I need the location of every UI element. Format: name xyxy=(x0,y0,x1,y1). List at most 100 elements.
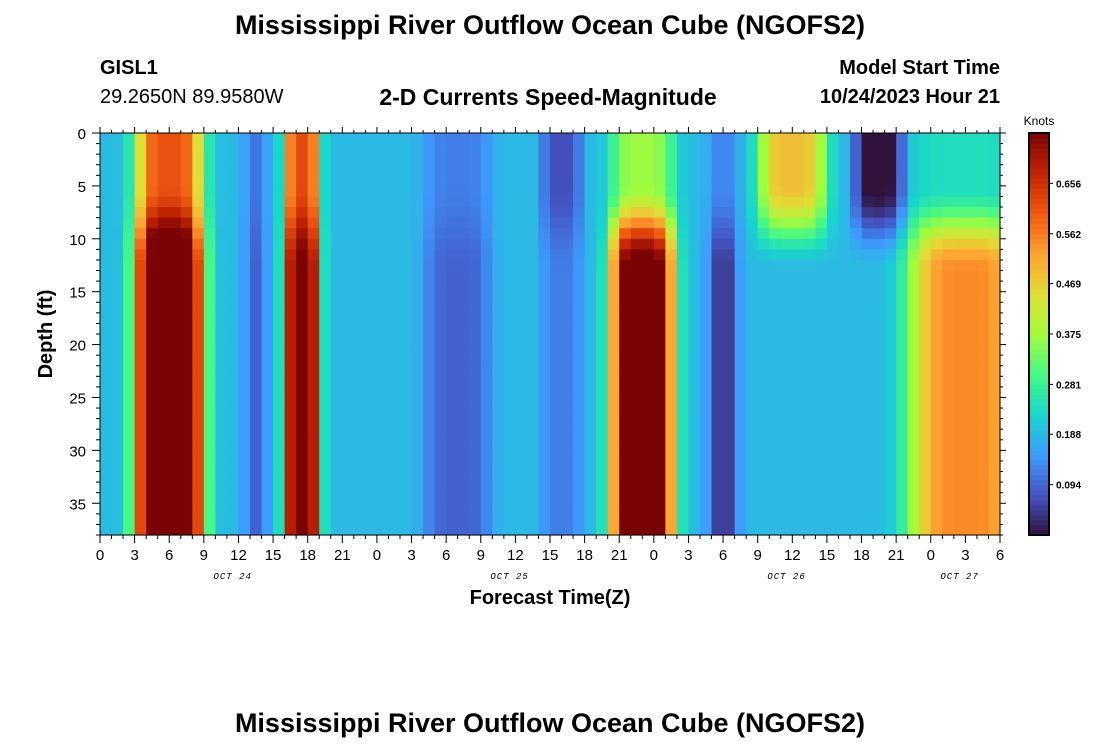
heatmap-cell xyxy=(503,228,516,240)
heatmap-cell xyxy=(596,323,609,335)
heatmap-cell xyxy=(711,471,724,483)
heatmap-cell xyxy=(226,217,240,229)
heatmap-cell xyxy=(850,175,863,187)
x-tick-label: 3 xyxy=(961,547,969,564)
heatmap-cell xyxy=(226,228,240,240)
heatmap-cell xyxy=(630,259,643,272)
heatmap-cell xyxy=(953,386,966,399)
heatmap-cell xyxy=(688,228,701,240)
heatmap-cell xyxy=(480,196,493,208)
heatmap-cell xyxy=(838,355,851,367)
heatmap-cell xyxy=(826,291,840,303)
heatmap-cell xyxy=(861,408,874,420)
heatmap-cell xyxy=(815,408,828,420)
heatmap-cell xyxy=(942,397,955,409)
heatmap-cell xyxy=(457,334,470,346)
heatmap-cell xyxy=(480,334,493,346)
heatmap-cell xyxy=(988,397,1001,409)
heatmap-cell xyxy=(400,217,413,229)
heatmap-cell xyxy=(446,196,459,208)
heatmap-cell xyxy=(919,238,932,250)
heatmap-cell xyxy=(342,164,355,176)
x-tick-label: 6 xyxy=(996,547,1004,564)
heatmap-cell xyxy=(561,460,574,473)
heatmap-cell xyxy=(526,312,540,325)
heatmap-cell xyxy=(676,513,690,526)
heatmap-cell xyxy=(273,408,286,420)
heatmap-cell xyxy=(861,281,874,293)
colorbar-swatch xyxy=(1029,339,1049,345)
heatmap-cell xyxy=(561,185,574,198)
heatmap-cell xyxy=(307,217,320,229)
heatmap-cell xyxy=(457,196,470,208)
heatmap-cell xyxy=(261,365,274,377)
heatmap-cell xyxy=(226,482,240,494)
heatmap-cell xyxy=(688,344,701,356)
heatmap-cell xyxy=(757,217,770,229)
heatmap-cell xyxy=(596,217,609,229)
heatmap-cell xyxy=(100,386,113,399)
heatmap-cell xyxy=(492,471,505,483)
heatmap-cell xyxy=(434,270,447,282)
heatmap-cell xyxy=(953,249,966,261)
heatmap-cell xyxy=(203,344,216,356)
heatmap-cell xyxy=(734,154,747,166)
heatmap-cell xyxy=(884,408,897,420)
heatmap-cell xyxy=(561,513,574,526)
heatmap-cell xyxy=(169,143,182,155)
heatmap-cell xyxy=(642,439,655,451)
heatmap-cell xyxy=(411,397,424,409)
heatmap-cell xyxy=(169,312,182,325)
heatmap-cell xyxy=(203,408,216,420)
heatmap-cell xyxy=(538,175,551,187)
heatmap-cell xyxy=(376,460,390,473)
heatmap-cell xyxy=(676,355,690,367)
heatmap-cell xyxy=(434,439,447,451)
heatmap-cell xyxy=(273,355,286,367)
heatmap-cell xyxy=(353,492,366,504)
heatmap-cell xyxy=(780,418,793,430)
heatmap-cell xyxy=(780,513,793,526)
heatmap-cell xyxy=(942,238,955,250)
heatmap-cell xyxy=(330,460,343,473)
heatmap-cell xyxy=(988,238,1001,250)
heatmap-cell xyxy=(723,323,736,335)
heatmap-cell xyxy=(423,217,436,229)
heatmap-cell xyxy=(215,302,228,314)
heatmap-cell xyxy=(619,524,632,536)
heatmap-cell xyxy=(711,164,724,176)
heatmap-cell xyxy=(492,175,505,187)
heatmap-cell xyxy=(365,228,378,240)
heatmap-cell xyxy=(538,207,551,219)
heatmap-cell xyxy=(123,302,136,314)
heatmap-cell xyxy=(584,217,597,229)
heatmap-cell xyxy=(480,503,493,515)
heatmap-cell xyxy=(480,460,493,473)
heatmap-cell xyxy=(123,312,136,325)
heatmap-cell xyxy=(307,249,320,261)
heatmap-cell xyxy=(976,270,990,282)
heatmap-cell xyxy=(873,217,886,229)
heatmap-cell xyxy=(907,154,920,166)
heatmap-cell xyxy=(469,207,482,219)
heatmap-cell xyxy=(376,185,390,198)
heatmap-cell xyxy=(792,196,805,208)
heatmap-cell xyxy=(769,513,782,526)
heatmap-cell xyxy=(192,408,205,420)
heatmap-cell xyxy=(203,175,216,187)
heatmap-cell xyxy=(942,143,955,155)
heatmap-cell xyxy=(976,143,990,155)
heatmap-cell xyxy=(930,344,943,356)
heatmap-cell xyxy=(284,302,297,314)
heatmap-cell xyxy=(550,228,563,240)
heatmap-cell xyxy=(953,471,966,483)
heatmap-cell xyxy=(538,503,551,515)
heatmap-cell xyxy=(526,291,540,303)
heatmap-cell xyxy=(353,397,366,409)
heatmap-cell xyxy=(526,238,540,250)
heatmap-cell xyxy=(296,312,309,325)
heatmap-cell xyxy=(561,408,574,420)
heatmap-cell xyxy=(134,175,147,187)
heatmap-cell xyxy=(146,418,159,430)
heatmap-cell xyxy=(919,164,932,176)
